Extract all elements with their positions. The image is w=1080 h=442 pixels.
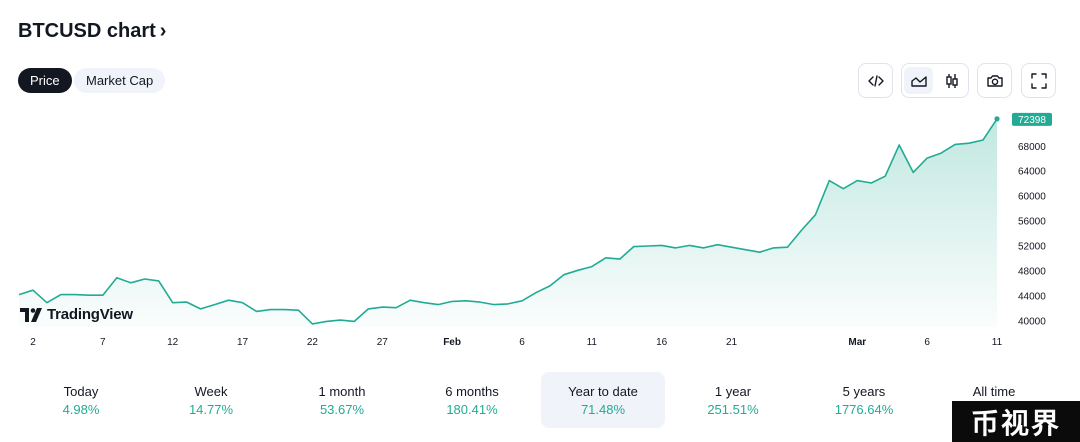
price-line bbox=[18, 118, 998, 325]
period-1-year[interactable]: 1 year 251.51% bbox=[671, 372, 795, 428]
tradingview-icon bbox=[20, 307, 42, 322]
y-tick-label: 56000 bbox=[1018, 217, 1046, 228]
last-price-label: 72398 bbox=[1018, 115, 1046, 126]
period-label: 1 year bbox=[714, 384, 752, 399]
fullscreen-button[interactable] bbox=[1022, 67, 1055, 94]
embed-code-icon bbox=[867, 74, 884, 87]
period-1-month[interactable]: 1 month 53.67% bbox=[280, 372, 404, 428]
y-axis: 68000 64000 60000 56000 52000 48000 44000 40000… bbox=[1012, 112, 1052, 327]
tradingview-logo-text: TradingView bbox=[47, 306, 133, 323]
y-tick-label: 44000 bbox=[1018, 291, 1046, 302]
period-change: 53.67% bbox=[319, 402, 365, 417]
x-tick-label: 21 bbox=[726, 337, 738, 348]
y-tick-label: 48000 bbox=[1018, 266, 1046, 277]
y-tick-label: 60000 bbox=[1018, 192, 1046, 203]
snapshot-button[interactable] bbox=[978, 67, 1011, 94]
x-axis: 2 7 12 17 22 27 Feb 6 11 16 21 Mar 6 11 bbox=[30, 337, 1002, 348]
last-price-badge bbox=[1012, 112, 1052, 126]
period-change: 251.51% bbox=[707, 402, 759, 417]
x-tick-label: 22 bbox=[307, 337, 319, 348]
x-tick-label: 16 bbox=[656, 337, 668, 348]
area-layer bbox=[19, 118, 997, 328]
period-change: 14.77% bbox=[188, 402, 234, 417]
tab-price[interactable]: Price bbox=[18, 68, 72, 93]
chart-title-text: BTCUSD chart bbox=[18, 20, 156, 42]
period-label: 6 months bbox=[445, 384, 499, 399]
x-tick-label: 17 bbox=[237, 337, 249, 348]
period-label: Week bbox=[194, 384, 228, 399]
y-tick-label: 68000 bbox=[1018, 142, 1046, 153]
y-tick-label: 64000 bbox=[1018, 167, 1046, 178]
period-change: 180.41% bbox=[446, 402, 498, 417]
y-tick-label: 40000 bbox=[1018, 316, 1046, 327]
x-tick-label: 27 bbox=[377, 337, 389, 348]
period-week[interactable]: Week 14.77% bbox=[149, 372, 273, 428]
chart-style-group bbox=[901, 63, 969, 98]
fullscreen-button-group bbox=[1021, 63, 1056, 98]
watermark: 币视界 bbox=[952, 401, 1080, 442]
period-6-months[interactable]: 6 months 180.41% bbox=[410, 372, 534, 428]
tab-market-cap[interactable]: Market Cap bbox=[74, 68, 166, 93]
x-tick-label: 7 bbox=[100, 337, 106, 348]
x-tick-label: 11 bbox=[992, 337, 1003, 348]
period-today[interactable]: Today 4.98% bbox=[19, 372, 143, 428]
tradingview-logo[interactable]: TradingView bbox=[20, 306, 133, 323]
period-selector: Today 4.98% Week 14.77% 1 month 53.67% 6… bbox=[0, 372, 1080, 428]
period-change: 4.98% bbox=[62, 402, 100, 417]
price-area-fill bbox=[19, 118, 997, 328]
x-tick-label: 6 bbox=[519, 337, 525, 348]
line-layer bbox=[18, 116, 1000, 325]
camera-icon bbox=[986, 74, 1003, 87]
fullscreen-icon bbox=[1030, 72, 1047, 89]
period-label: 1 month bbox=[318, 384, 366, 399]
area-chart-icon bbox=[910, 75, 927, 87]
period-all-time[interactable]: All time bbox=[932, 372, 1056, 428]
price-chart[interactable]: 68000 64000 60000 56000 52000 48000 44000 40000… bbox=[0, 110, 1080, 355]
period-change: 71.48% bbox=[580, 402, 626, 417]
period-label: Year to date bbox=[568, 384, 638, 399]
data-point bbox=[994, 116, 1000, 122]
y-tick-label: 52000 bbox=[1018, 241, 1046, 252]
embed-code-button[interactable] bbox=[859, 67, 892, 94]
period-change: 1776.64% bbox=[834, 402, 894, 417]
candlestick-button[interactable] bbox=[937, 67, 966, 94]
chevron-right-icon: › bbox=[159, 20, 167, 42]
x-tick-label: Feb bbox=[443, 337, 461, 348]
period-label: Today bbox=[63, 384, 99, 399]
candlestick-icon bbox=[945, 73, 958, 88]
x-tick-label: 2 bbox=[30, 337, 36, 348]
x-tick-label: 11 bbox=[587, 337, 598, 348]
x-tick-label: Mar bbox=[848, 337, 866, 348]
snapshot-button-group bbox=[977, 63, 1012, 98]
chart-title[interactable]: BTCUSD chart › bbox=[18, 20, 166, 43]
area-chart-button[interactable] bbox=[904, 67, 933, 94]
period-label: All time bbox=[972, 384, 1016, 399]
period-label: 5 years bbox=[842, 384, 886, 399]
period-year-to-date[interactable]: Year to date 71.48% bbox=[541, 372, 665, 428]
embed-button-group bbox=[858, 63, 893, 98]
x-tick-label: 6 bbox=[924, 337, 930, 348]
period-5-years[interactable]: 5 years 1776.64% bbox=[802, 372, 926, 428]
x-tick-label: 12 bbox=[167, 337, 179, 348]
